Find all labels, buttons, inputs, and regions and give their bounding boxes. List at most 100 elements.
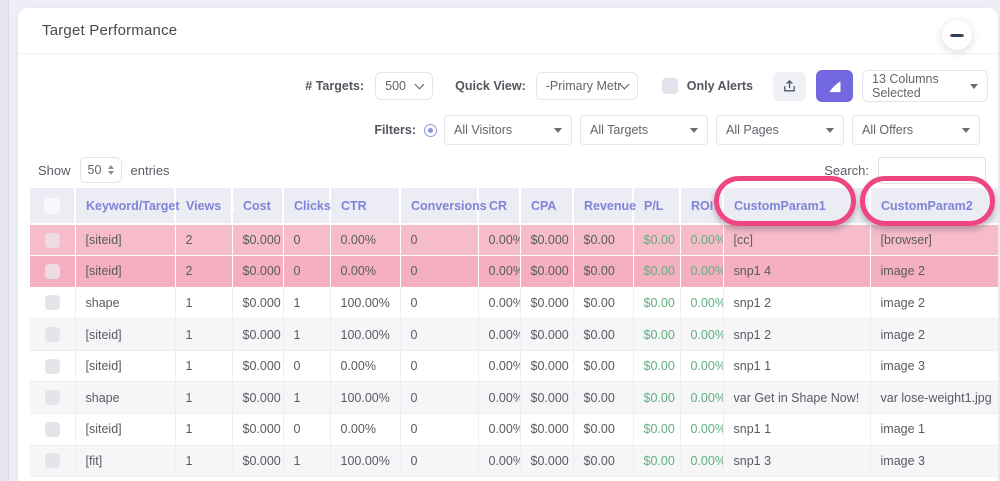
only-alerts-checkbox[interactable]: [661, 78, 678, 94]
row-checkbox[interactable]: [44, 263, 60, 279]
filter-offers-select[interactable]: All Offers: [852, 115, 980, 145]
select-all-checkbox[interactable]: [30, 188, 76, 225]
column-header-clicks[interactable]: Clicks: [283, 188, 331, 225]
column-header-cr[interactable]: CR: [478, 188, 521, 225]
cell-cpa: $0.000: [520, 445, 574, 478]
cell-roi: 0.00%: [680, 350, 724, 383]
column-header-ctr[interactable]: CTR: [330, 188, 401, 225]
row-checkbox[interactable]: [44, 295, 60, 311]
caret-down-icon: [554, 127, 562, 133]
search-input[interactable]: [878, 156, 986, 184]
row-checkbox[interactable]: [44, 421, 60, 437]
quick-view-select[interactable]: -Primary Metrics (det: [535, 72, 638, 100]
filter-targets-select[interactable]: All Targets: [580, 115, 708, 145]
cell-conversions: 0: [400, 381, 479, 415]
column-header-cpa[interactable]: CPA: [520, 188, 574, 225]
export-button[interactable]: [773, 71, 806, 101]
entries-label: entries: [130, 162, 170, 178]
table-row: [siteid]1$0.00000.00%00.00%$0.000$0.00$0…: [30, 413, 998, 446]
cell-p-l: $0.00: [633, 445, 681, 478]
filter-pages-select[interactable]: All Pages: [716, 115, 844, 145]
cell-clicks: 1: [283, 318, 331, 351]
cell-revenue: $0.00: [573, 287, 634, 320]
filters-label: Filters:: [374, 123, 416, 137]
cell-roi: 0.00%: [680, 381, 724, 415]
cell-cr: 0.00%: [478, 350, 521, 383]
cell-customparam2: image 2: [870, 318, 998, 351]
row-checkbox[interactable]: [44, 327, 60, 343]
checkbox[interactable]: [44, 197, 60, 214]
show-entries-control: Show 50 entries: [38, 156, 170, 184]
cell-customparam1: snp1 4: [723, 255, 871, 288]
quick-view-value: -Primary Metrics (det: [545, 79, 621, 93]
cell-cpa: $0.000: [520, 350, 574, 383]
cell-cpa: $0.000: [520, 287, 574, 320]
targets-count-value: 500: [385, 79, 406, 93]
cell-conversions: 0: [400, 350, 479, 383]
cell-customparam1: snp1 1: [723, 350, 871, 383]
cell-cpa: $0.000: [520, 413, 574, 446]
filter-scope-icon[interactable]: [424, 123, 437, 137]
table-row: shape1$0.0001100.00%00.00%$0.000$0.00$0.…: [30, 381, 998, 415]
column-header-customparam2[interactable]: CustomParam2: [870, 188, 998, 225]
column-header-roi[interactable]: ROI: [680, 188, 724, 225]
column-header-customparam1[interactable]: CustomParam1: [723, 188, 871, 225]
cell-p-l: $0.00: [633, 224, 681, 257]
cell-keyword-target: shape: [75, 381, 176, 415]
table-row: [siteid]1$0.0001100.00%00.00%$0.000$0.00…: [30, 318, 998, 351]
cell-keyword-target: [fit]: [75, 445, 176, 478]
cell-clicks: 1: [283, 445, 331, 478]
chart-view-button[interactable]: [816, 70, 853, 102]
table-row: [siteid]2$0.00000.00%00.00%$0.000$0.00$0…: [30, 255, 998, 288]
cell-clicks: 0: [283, 255, 331, 288]
table-row: [siteid]1$0.00000.00%00.00%$0.000$0.00$0…: [30, 350, 998, 383]
cell-views: 1: [175, 381, 233, 415]
cell-cost: $0.000: [232, 413, 284, 446]
row-checkbox[interactable]: [44, 390, 60, 406]
column-header-views[interactable]: Views ▲: [175, 188, 237, 225]
cell-p-l: $0.00: [633, 413, 681, 446]
sidebar-edge: [0, 0, 9, 481]
cell-p-l: $0.00: [633, 255, 681, 288]
table-row: [siteid]2$0.00000.00%00.00%$0.000$0.00$0…: [30, 224, 998, 257]
cell-revenue: $0.00: [573, 381, 634, 415]
column-header-p-l[interactable]: P/L: [633, 188, 681, 225]
filter-visitors-select[interactable]: All Visitors: [444, 115, 572, 145]
search-label: Search:: [824, 162, 869, 178]
cell-conversions: 0: [400, 445, 479, 478]
cell-customparam1: snp1 2: [723, 318, 871, 351]
cell-customparam1: snp1 3: [723, 445, 871, 478]
cell-cr: 0.00%: [478, 255, 521, 288]
entries-per-page-select[interactable]: 50: [79, 157, 122, 183]
cell-clicks: 0: [283, 350, 331, 383]
row-checkbox[interactable]: [44, 453, 60, 469]
cell-cr: 0.00%: [478, 445, 521, 478]
cell-roi: 0.00%: [680, 287, 724, 320]
chevron-down-icon: [619, 79, 630, 89]
table-row: shape1$0.0001100.00%00.00%$0.000$0.00$0.…: [30, 287, 998, 320]
collapse-card-button[interactable]: [942, 20, 972, 50]
cell-views: 1: [175, 318, 233, 351]
row-checkbox[interactable]: [44, 232, 60, 248]
columns-selected-value: 13 Columns Selected: [872, 72, 939, 100]
targets-count-select[interactable]: 500: [375, 72, 434, 100]
cell-roi: 0.00%: [680, 318, 724, 351]
cell-cost: $0.000: [232, 224, 284, 257]
column-header-cost[interactable]: Cost: [232, 188, 284, 225]
chevron-down-icon: [414, 79, 425, 89]
column-header-revenue[interactable]: Revenue: [573, 188, 636, 225]
quick-view-label: Quick View:: [455, 79, 526, 93]
row-checkbox[interactable]: [44, 358, 60, 374]
cell-keyword-target: [siteid]: [75, 255, 176, 288]
cell-customparam2: var lose-weight1.jpg: [870, 381, 998, 415]
columns-selected-dropdown[interactable]: 13 Columns Selected: [862, 70, 988, 102]
column-header-conversions[interactable]: Conversions: [400, 188, 487, 225]
cell-customparam1: snp1 2: [723, 287, 871, 320]
cell-p-l: $0.00: [633, 381, 681, 415]
cell-conversions: 0: [400, 224, 479, 257]
cell-conversions: 0: [400, 413, 479, 446]
cell-clicks: 0: [283, 413, 331, 446]
cell-ctr: 0.00%: [330, 413, 401, 446]
header-row: Keyword/Target Views ▲ Cost Clicks CTR Convers…: [30, 188, 998, 225]
column-header-keyword-target[interactable]: Keyword/Target: [75, 188, 180, 225]
